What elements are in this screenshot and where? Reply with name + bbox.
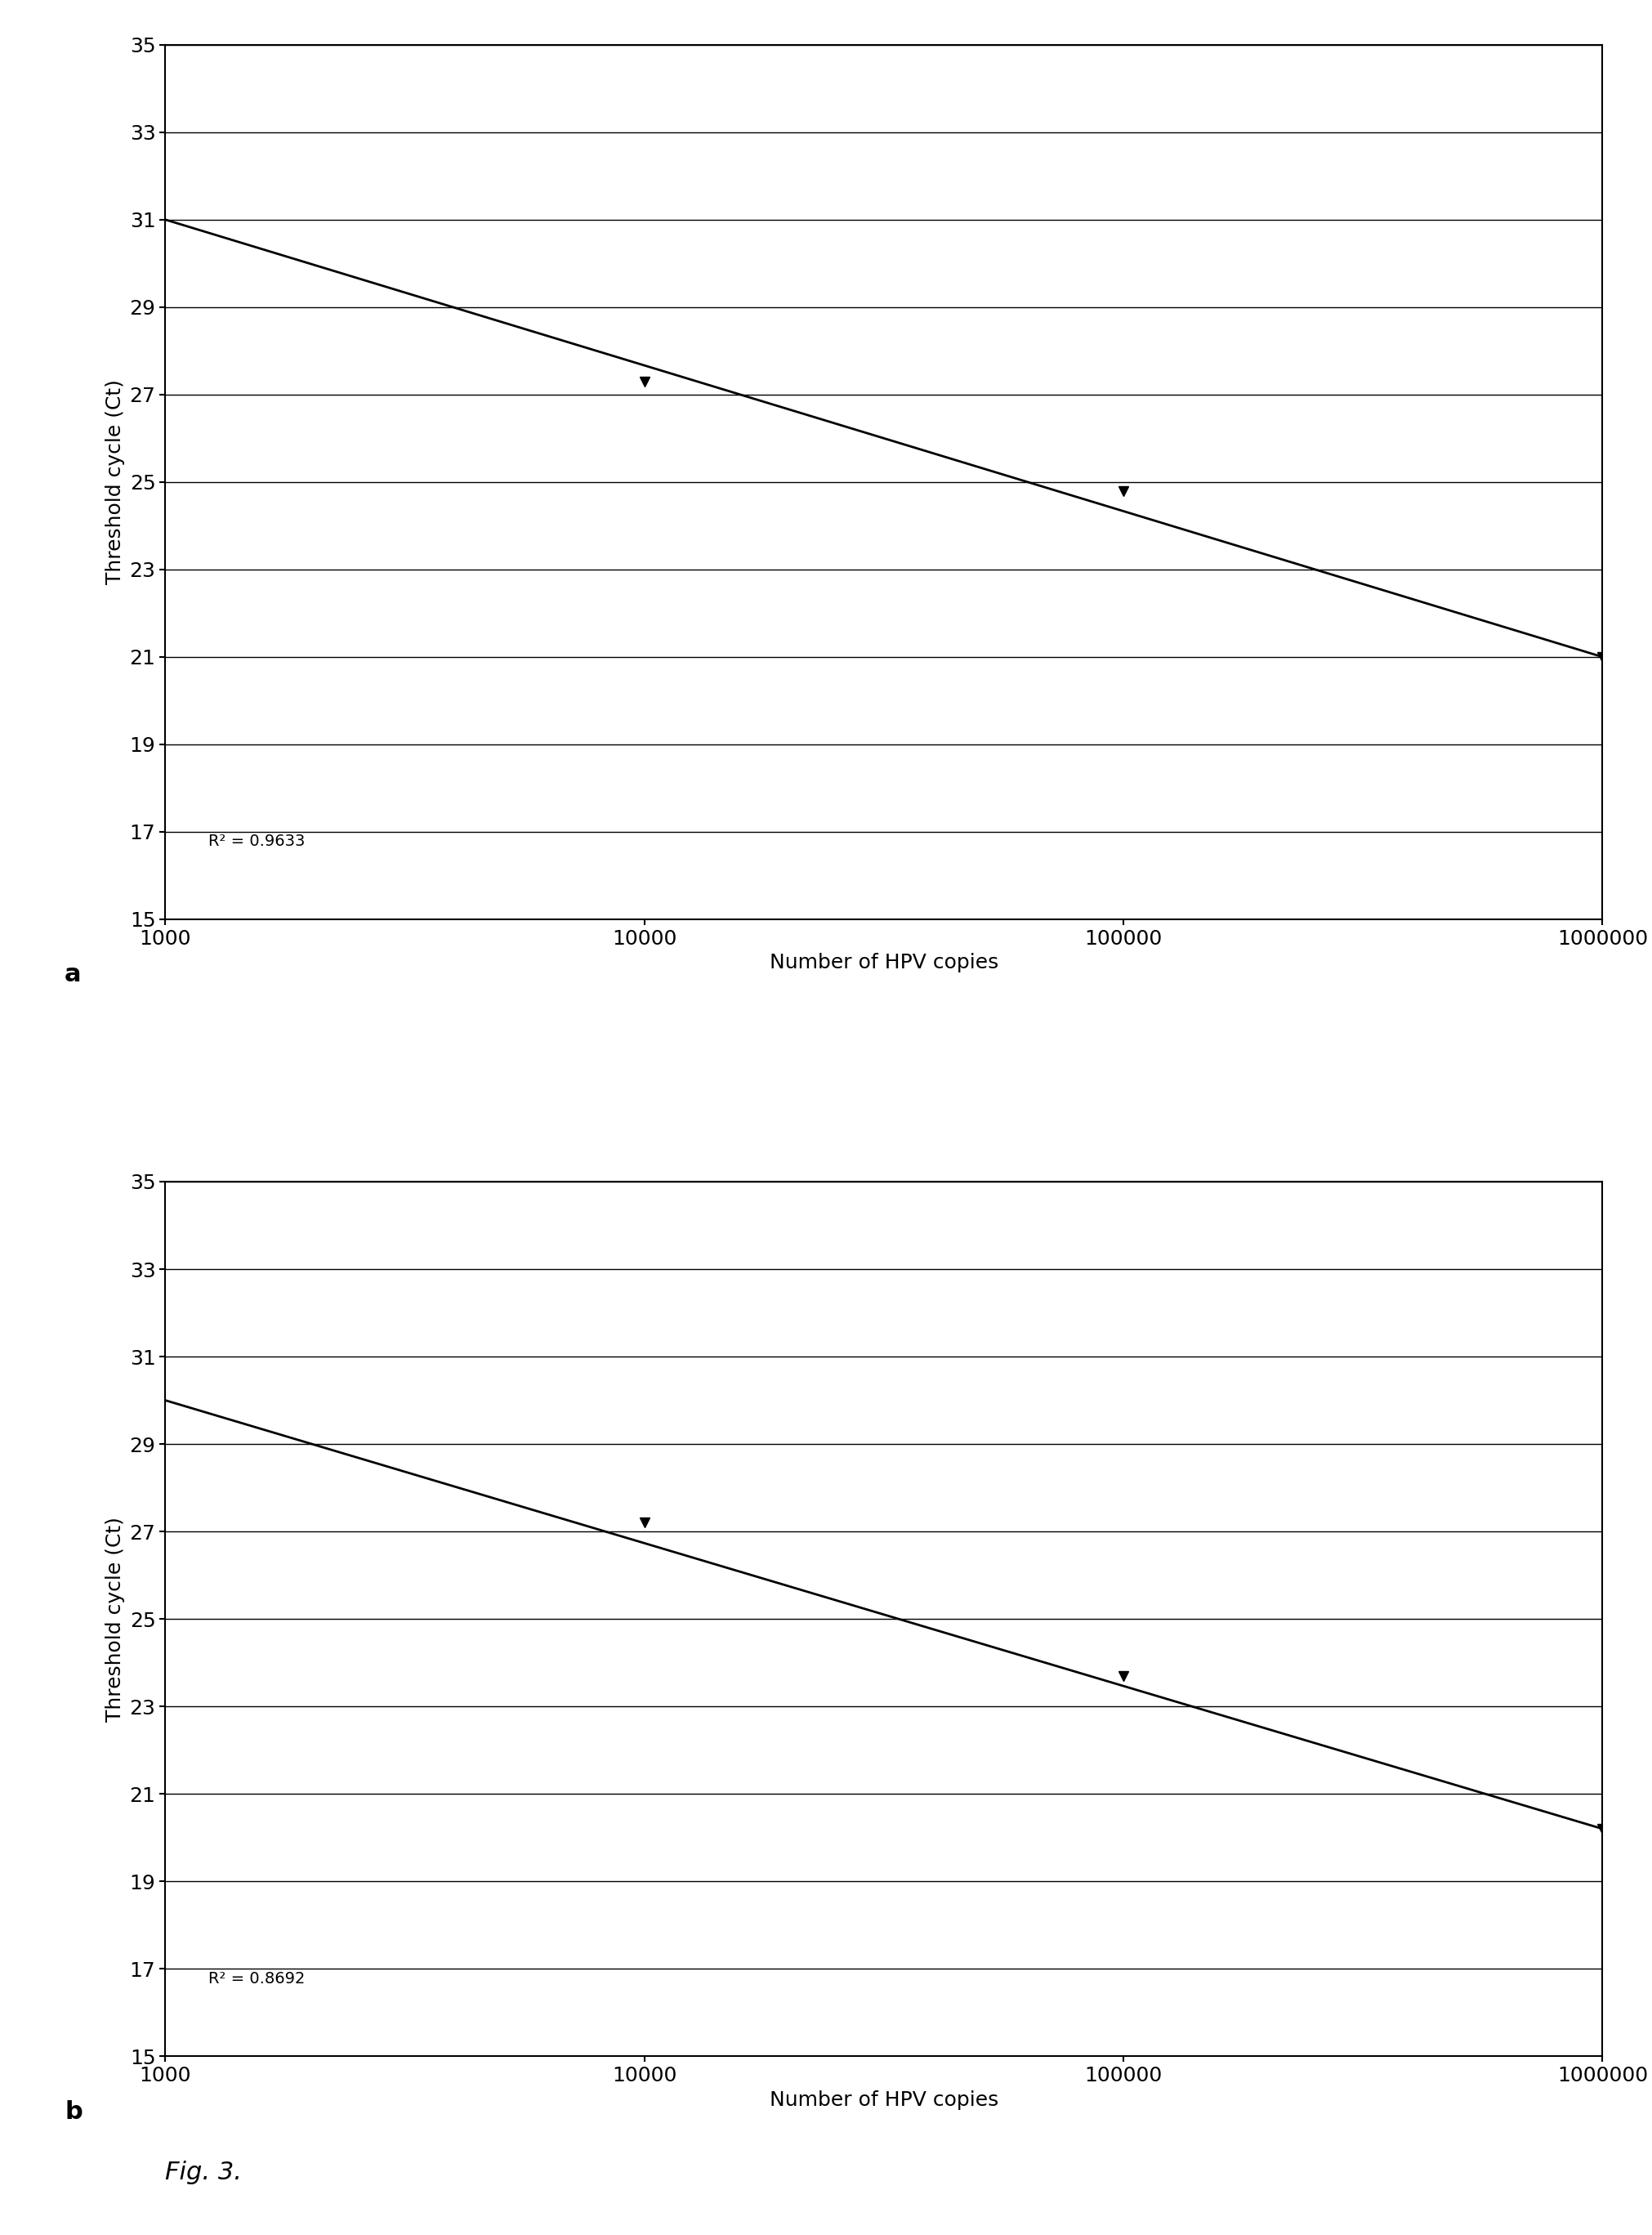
Text: Fig. 3.: Fig. 3. (165, 2161, 241, 2184)
Text: R² = 0.9633: R² = 0.9633 (208, 834, 306, 849)
Text: b: b (64, 2101, 83, 2123)
X-axis label: Number of HPV copies: Number of HPV copies (770, 2090, 998, 2110)
Y-axis label: Threshold cycle (Ct): Threshold cycle (Ct) (106, 1515, 126, 1721)
X-axis label: Number of HPV copies: Number of HPV copies (770, 952, 998, 972)
Text: R² = 0.8692: R² = 0.8692 (208, 1971, 306, 1987)
Text: a: a (64, 963, 81, 986)
Y-axis label: Threshold cycle (Ct): Threshold cycle (Ct) (106, 380, 126, 586)
